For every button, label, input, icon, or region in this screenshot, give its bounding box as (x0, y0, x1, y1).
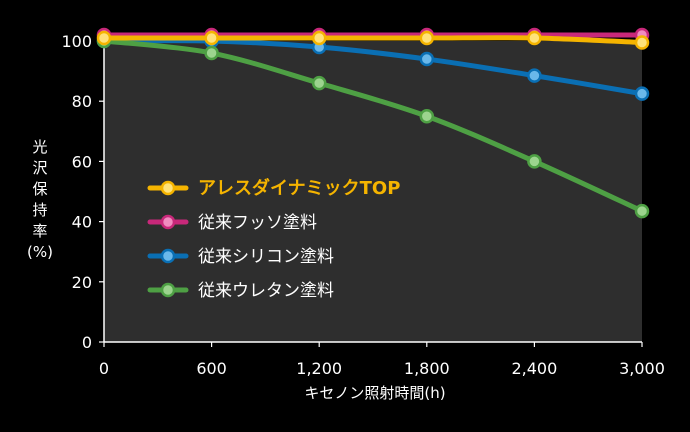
y-tick-label: 40 (72, 213, 92, 232)
legend-label: 従来フッソ塗料 (198, 212, 317, 233)
y-tick-label: 20 (72, 273, 92, 292)
legend-swatch-marker (160, 282, 176, 298)
series-line (101, 35, 645, 46)
x-tick-label: 0 (99, 359, 109, 378)
legend-item: アレスダイナミックTOP (147, 177, 400, 199)
data-point (311, 30, 327, 46)
y-tick-label: 0 (82, 333, 92, 352)
data-point (204, 30, 219, 46)
y-axis-label-char: 持 (32, 201, 47, 219)
x-tick-label: 1,200 (296, 359, 342, 378)
legend-item: 従来ウレタン塗料 (147, 280, 334, 301)
x-tick-label: 1,800 (404, 359, 450, 378)
y-axis-label-char: (%) (27, 243, 53, 261)
legend-label: アレスダイナミックTOP (198, 177, 400, 199)
legend-swatch-marker (160, 214, 176, 230)
legend-label: 従来ウレタン塗料 (198, 280, 334, 301)
data-point (311, 75, 327, 91)
data-point (419, 51, 435, 67)
legend-item: 従来フッソ塗料 (147, 212, 317, 233)
y-axis-label-char: 沢 (32, 159, 47, 177)
x-tick-label: 3,000 (619, 359, 665, 378)
legend-item: 従来シリコン塗料 (147, 246, 334, 267)
legend-swatch-marker (160, 248, 176, 264)
y-axis-label-char: 保 (32, 180, 47, 198)
data-point (634, 35, 650, 50)
axes (99, 39, 643, 347)
plot-area (104, 41, 642, 342)
y-tick-labels: 0 20 40 60 80 100 (61, 32, 92, 352)
x-tick-labels: 0 600 1,200 1,800 2,400 3,000 (99, 359, 665, 378)
series-line (101, 38, 645, 97)
data-point (634, 203, 650, 219)
y-tick-label: 80 (72, 92, 92, 111)
x-axis-label: キセノン照射時間(h) (304, 384, 445, 402)
series-line (101, 38, 645, 214)
y-tick-label: 60 (72, 152, 92, 171)
data-point (527, 68, 542, 83)
legend-label: 従来シリコン塗料 (198, 246, 334, 267)
y-axis-label-char: 光 (32, 138, 47, 156)
data-point (634, 86, 650, 101)
x-tick-label: 2,400 (511, 359, 557, 378)
data-point (96, 30, 112, 46)
series-lines (96, 27, 650, 219)
data-point (527, 154, 542, 169)
series-アレスダイナミックTOP (96, 30, 650, 50)
x-tick-label: 600 (196, 359, 227, 378)
data-point (204, 45, 219, 61)
data-point (419, 30, 435, 46)
y-tick-label: 100 (61, 32, 92, 51)
legend-swatch-marker (160, 180, 176, 196)
data-point (419, 109, 435, 124)
y-axis-label-char: 率 (32, 222, 47, 240)
data-point (527, 30, 542, 46)
